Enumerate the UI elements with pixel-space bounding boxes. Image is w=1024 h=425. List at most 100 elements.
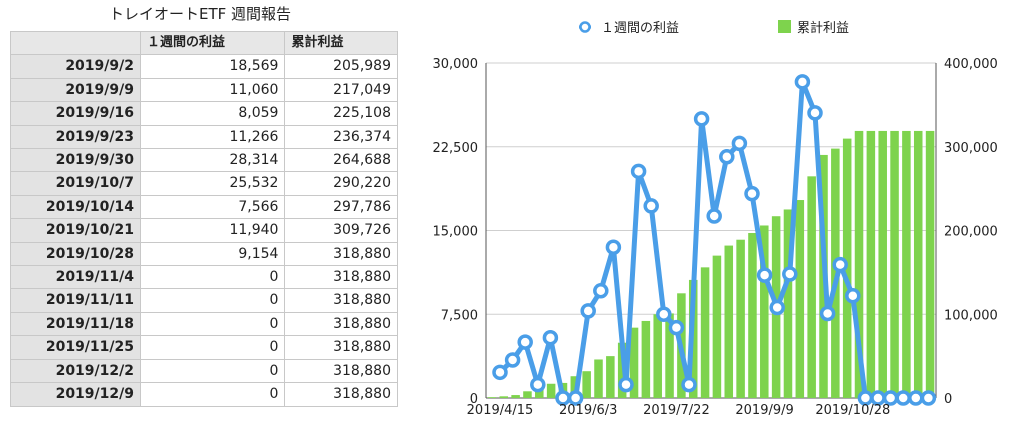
point-weekly-profit [756, 267, 773, 283]
bar-cumulative-profit [606, 356, 615, 398]
table-row: 2019/12/2 0 318,880 [10, 358, 398, 384]
header-weekly-profit: １週間の利益 [139, 30, 286, 56]
bar-cumulative-profit [807, 176, 816, 398]
weekly-profit-cell: 11,266 [139, 124, 286, 150]
cumulative-profit-cell: 318,880 [284, 358, 398, 384]
cumulative-profit-cell: 318,880 [284, 311, 398, 337]
table-row: 2019/10/21 11,940 309,726 [10, 218, 398, 243]
weekly-profit-cell: 7,566 [139, 194, 286, 220]
cumulative-profit-cell: 318,880 [284, 288, 398, 313]
weekly-profit-cell: 9,154 [139, 241, 286, 267]
weekly-profit-cell: 0 [139, 382, 286, 407]
cumulative-profit-cell: 318,880 [284, 265, 398, 290]
bar-cumulative-profit [653, 314, 662, 398]
header-date [10, 30, 141, 56]
cumulative-profit-cell: 225,108 [284, 101, 398, 126]
point-weekly-profit [517, 334, 533, 350]
cumulative-profit-cell: 217,049 [284, 77, 398, 103]
point-weekly-profit [693, 111, 710, 127]
date-cell: 2019/11/4 [10, 265, 141, 290]
point-weekly-profit [706, 208, 722, 224]
table-row: 2019/9/2 18,569 205,989 [10, 54, 398, 79]
bar-cumulative-profit [700, 267, 710, 398]
legend-bar-marker [778, 20, 791, 33]
weekly-profit-cell: 0 [139, 335, 286, 360]
point-weekly-profit [769, 299, 785, 316]
point-weekly-profit [845, 288, 861, 304]
x-tick-label: 2019/7/22 [643, 403, 710, 418]
x-tick-label: 2019/4/15 [467, 403, 534, 418]
profit-chart: 0 7,500 15,000 22,500 30,000 0 100,000 200,000 3… [433, 20, 998, 418]
date-cell: 2019/9/30 [10, 148, 141, 173]
weekly-profit-cell: 28,314 [139, 148, 286, 173]
weekly-profit-cell: 0 [139, 265, 286, 290]
date-cell: 2019/10/28 [10, 241, 141, 267]
y-right-tick-label: 400,000 [944, 57, 998, 72]
point-weekly-profit [908, 390, 924, 406]
cumulative-profit-cell: 236,374 [284, 124, 398, 150]
legend-label-weekly-profit: １週間の利益 [601, 21, 679, 36]
x-tick-label: 2019/10/28 [815, 403, 890, 418]
weekly-report-table: １週間の利益 累計利益 2019/9/2 18,569 205,989 2019/9/… [10, 30, 398, 407]
bar-cumulative-profit [724, 245, 734, 398]
bar-cumulative-profit [665, 313, 674, 398]
point-weekly-profit [668, 319, 685, 336]
point-weekly-profit [920, 390, 937, 406]
legend-label-cumulative-profit: 累計利益 [797, 20, 849, 36]
y-right-tick-label: 100,000 [944, 308, 998, 323]
bar-cumulative-profit [878, 130, 887, 399]
bar-cumulative-profit [795, 200, 805, 398]
table-row: 2019/10/28 9,154 318,880 [10, 241, 398, 267]
cumulative-profit-cell: 309,726 [284, 218, 398, 243]
bar-cumulative-profit [748, 233, 757, 398]
y-right-tick-label: 0 [944, 392, 952, 407]
point-weekly-profit [630, 163, 647, 180]
point-weekly-profit [618, 376, 634, 393]
bar-cumulative-profit [629, 327, 639, 398]
date-cell: 2019/10/14 [10, 194, 141, 220]
table-row: 2019/11/4 0 318,880 [10, 265, 398, 290]
date-cell: 2019/9/2 [10, 54, 141, 79]
point-weekly-profit [744, 185, 760, 202]
weekly-profit-cell: 8,059 [139, 101, 286, 126]
date-cell: 2019/12/2 [10, 358, 141, 384]
date-cell: 2019/12/9 [10, 382, 141, 407]
bar-cumulative-profit [890, 130, 899, 399]
weekly-profit-cell: 11,060 [139, 77, 286, 103]
table-row: 2019/9/9 11,060 217,049 [10, 77, 398, 103]
point-weekly-profit [832, 256, 848, 273]
point-weekly-profit [504, 352, 521, 368]
table-row: 2019/11/11 0 318,880 [10, 288, 398, 313]
bar-cumulative-profit [582, 371, 591, 398]
table-row: 2019/10/14 7,566 297,786 [10, 194, 398, 220]
bar-cumulative-profit [913, 130, 923, 399]
point-weekly-profit [605, 239, 622, 255]
point-weekly-profit [567, 390, 584, 406]
point-weekly-profit [782, 266, 798, 282]
table-row: 2019/12/9 0 318,880 [10, 382, 398, 407]
bar-cumulative-profit [925, 130, 935, 399]
bar-cumulative-profit [511, 395, 520, 398]
date-cell: 2019/11/25 [10, 335, 141, 360]
cumulative-profit-cell: 205,989 [284, 54, 398, 79]
weekly-profit-cell: 0 [139, 288, 286, 313]
point-weekly-profit [794, 74, 811, 90]
x-tick-label: 2019/6/3 [559, 403, 617, 418]
date-cell: 2019/9/9 [10, 77, 141, 103]
cumulative-profit-cell: 318,880 [284, 335, 398, 360]
point-weekly-profit [731, 135, 748, 152]
bar-cumulative-profit [523, 391, 532, 398]
x-tick-label: 2019/9/9 [735, 403, 793, 418]
weekly-profit-cell: 0 [139, 311, 286, 337]
y-right-tick-label: 200,000 [944, 225, 998, 240]
cumulative-profit-cell: 318,880 [284, 382, 398, 407]
point-weekly-profit [681, 376, 697, 393]
weekly-profit-cell: 0 [139, 358, 286, 384]
point-weekly-profit [819, 305, 836, 322]
cumulative-profit-cell: 290,220 [284, 171, 398, 196]
weekly-profit-cell: 11,940 [139, 218, 286, 243]
point-weekly-profit [719, 149, 735, 165]
y-left-tick-label: 22,500 [433, 141, 479, 156]
point-weekly-profit [580, 303, 596, 319]
point-weekly-profit [492, 364, 508, 381]
